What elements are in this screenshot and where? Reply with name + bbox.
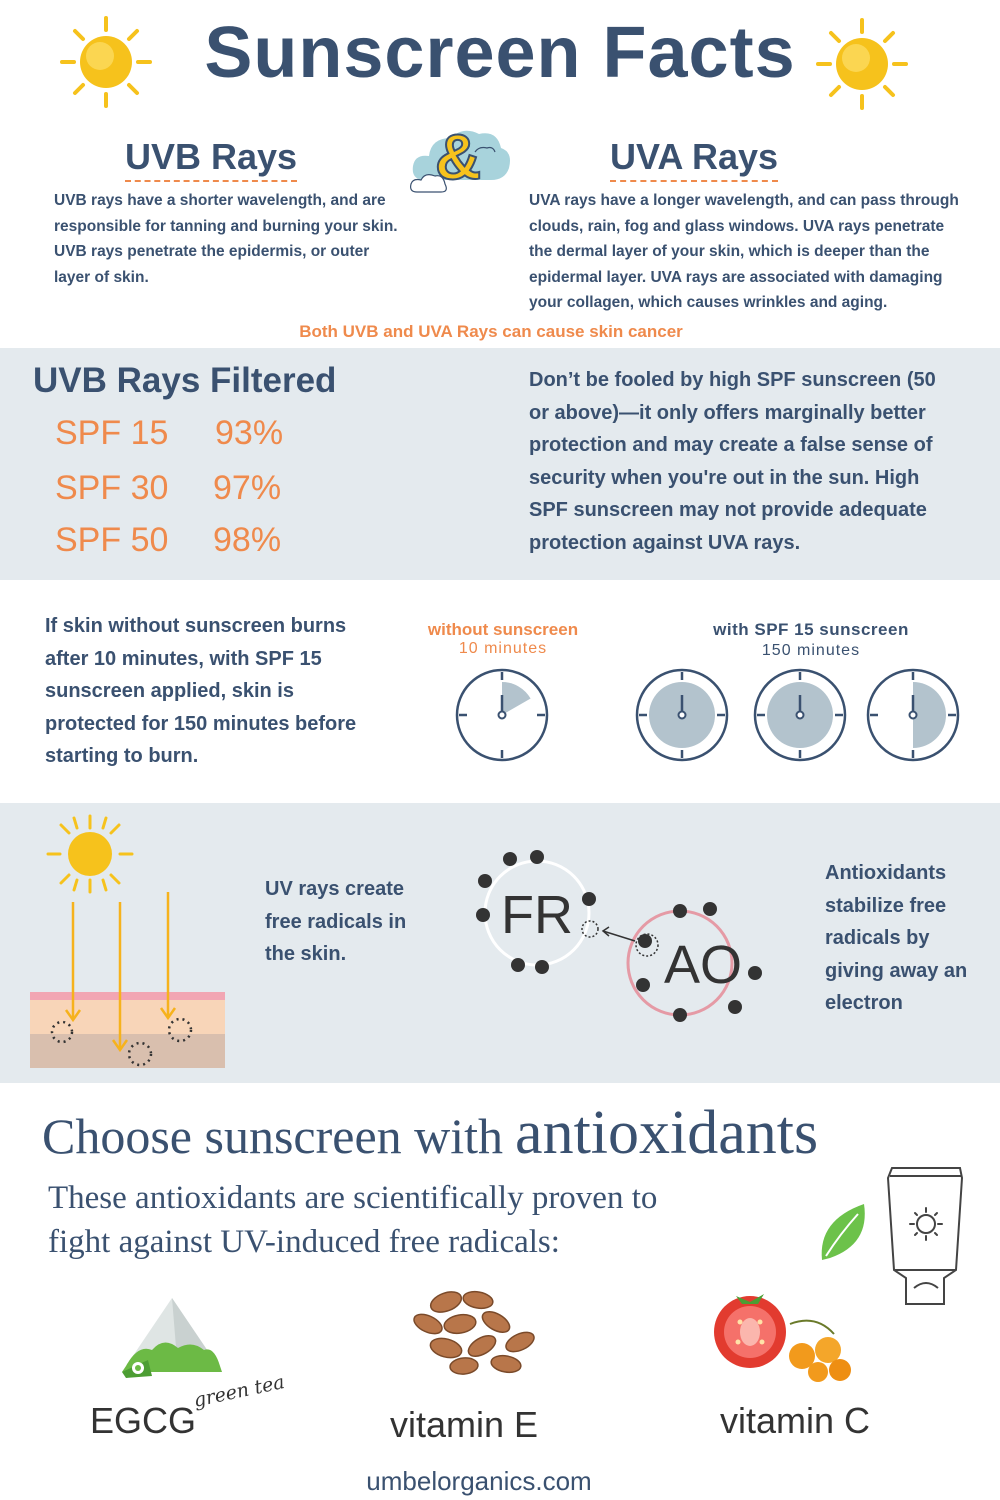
vitamin-c-label: vitamin C: [720, 1400, 871, 1441]
leaf-icon: [818, 1200, 870, 1264]
choose-heading: Choose sunscreen with antioxidants: [42, 1098, 818, 1169]
egcg-label: EGCG: [90, 1400, 197, 1441]
sun-icon-left: [58, 14, 154, 110]
both-rays-note: Both UVB and UVA Rays can cause skin can…: [299, 322, 683, 341]
without-sunscreen-time: 10 minutes: [458, 640, 548, 657]
spf-row-label: SPF 50: [55, 521, 169, 559]
fr-label: FR: [501, 885, 573, 945]
uvb-filtered-section: [0, 348, 1000, 580]
clock-with-spf: [866, 668, 960, 762]
sunscreen-tube-icon: [886, 1164, 966, 1310]
antioxidant-text: Antioxidants stabilize free radicals by …: [825, 862, 968, 1014]
spf-row-percent: 98%: [213, 521, 282, 559]
antioxidant-subheading: These antioxidants are scientifically pr…: [48, 1180, 658, 1260]
page-title: Sunscreen Facts: [204, 13, 796, 93]
sun-icon-right: [814, 16, 910, 112]
ampersand-glyph: &: [434, 120, 482, 194]
spf-row-percent: 93%: [215, 414, 284, 452]
footer-site[interactable]: umbelorganics.com: [366, 1466, 592, 1496]
clock-without-sunscreen: [455, 668, 549, 762]
electron-transfer-diagram: FR AO: [476, 850, 762, 1022]
clock-with-spf: [635, 668, 729, 762]
clock-fill: [913, 682, 946, 748]
spf-row-label: SPF 15: [55, 414, 169, 452]
spf-row-percent: 97%: [213, 469, 282, 507]
uva-heading: UVA Rays: [610, 136, 779, 182]
uva-description: UVA rays have a longer wavelength, and c…: [529, 192, 959, 311]
without-sunscreen-label: without sunscreen: [427, 620, 579, 639]
tomato-berries-icon: [706, 1284, 856, 1384]
choose-heading-a: Choose sunscreen with: [42, 1108, 504, 1164]
uv-radicals-text: UV rays create free radicals in the skin…: [265, 878, 407, 965]
almonds-icon: [406, 1284, 538, 1378]
clock-with-spf: [753, 668, 847, 762]
uvb-filtered-heading: UVB Rays Filtered: [33, 361, 337, 400]
clock-group: [455, 668, 960, 762]
cloud-ampersand-icon: &: [405, 118, 515, 198]
burn-explanation: If skin without sunscreen burns after 10…: [45, 615, 357, 767]
uvb-heading: UVB Rays: [125, 136, 298, 182]
choose-heading-b: antioxidants: [515, 1099, 819, 1167]
vitamin-e-label: vitamin E: [390, 1404, 539, 1445]
high-spf-warning: Don’t be fooled by high SPF sunscreen (5…: [529, 369, 936, 554]
green-tea-icon: [118, 1296, 226, 1380]
with-spf-label: with SPF 15 sunscreen: [713, 620, 909, 639]
clock-fill: [502, 682, 531, 715]
spf-row-label: SPF 30: [55, 469, 169, 507]
ao-label: AO: [664, 935, 742, 995]
with-spf-time: 150 minutes: [761, 642, 861, 659]
uvb-description: UVB rays have a shorter wavelength, and …: [54, 192, 398, 286]
sun-rays-skin-illustration: [28, 812, 228, 1074]
